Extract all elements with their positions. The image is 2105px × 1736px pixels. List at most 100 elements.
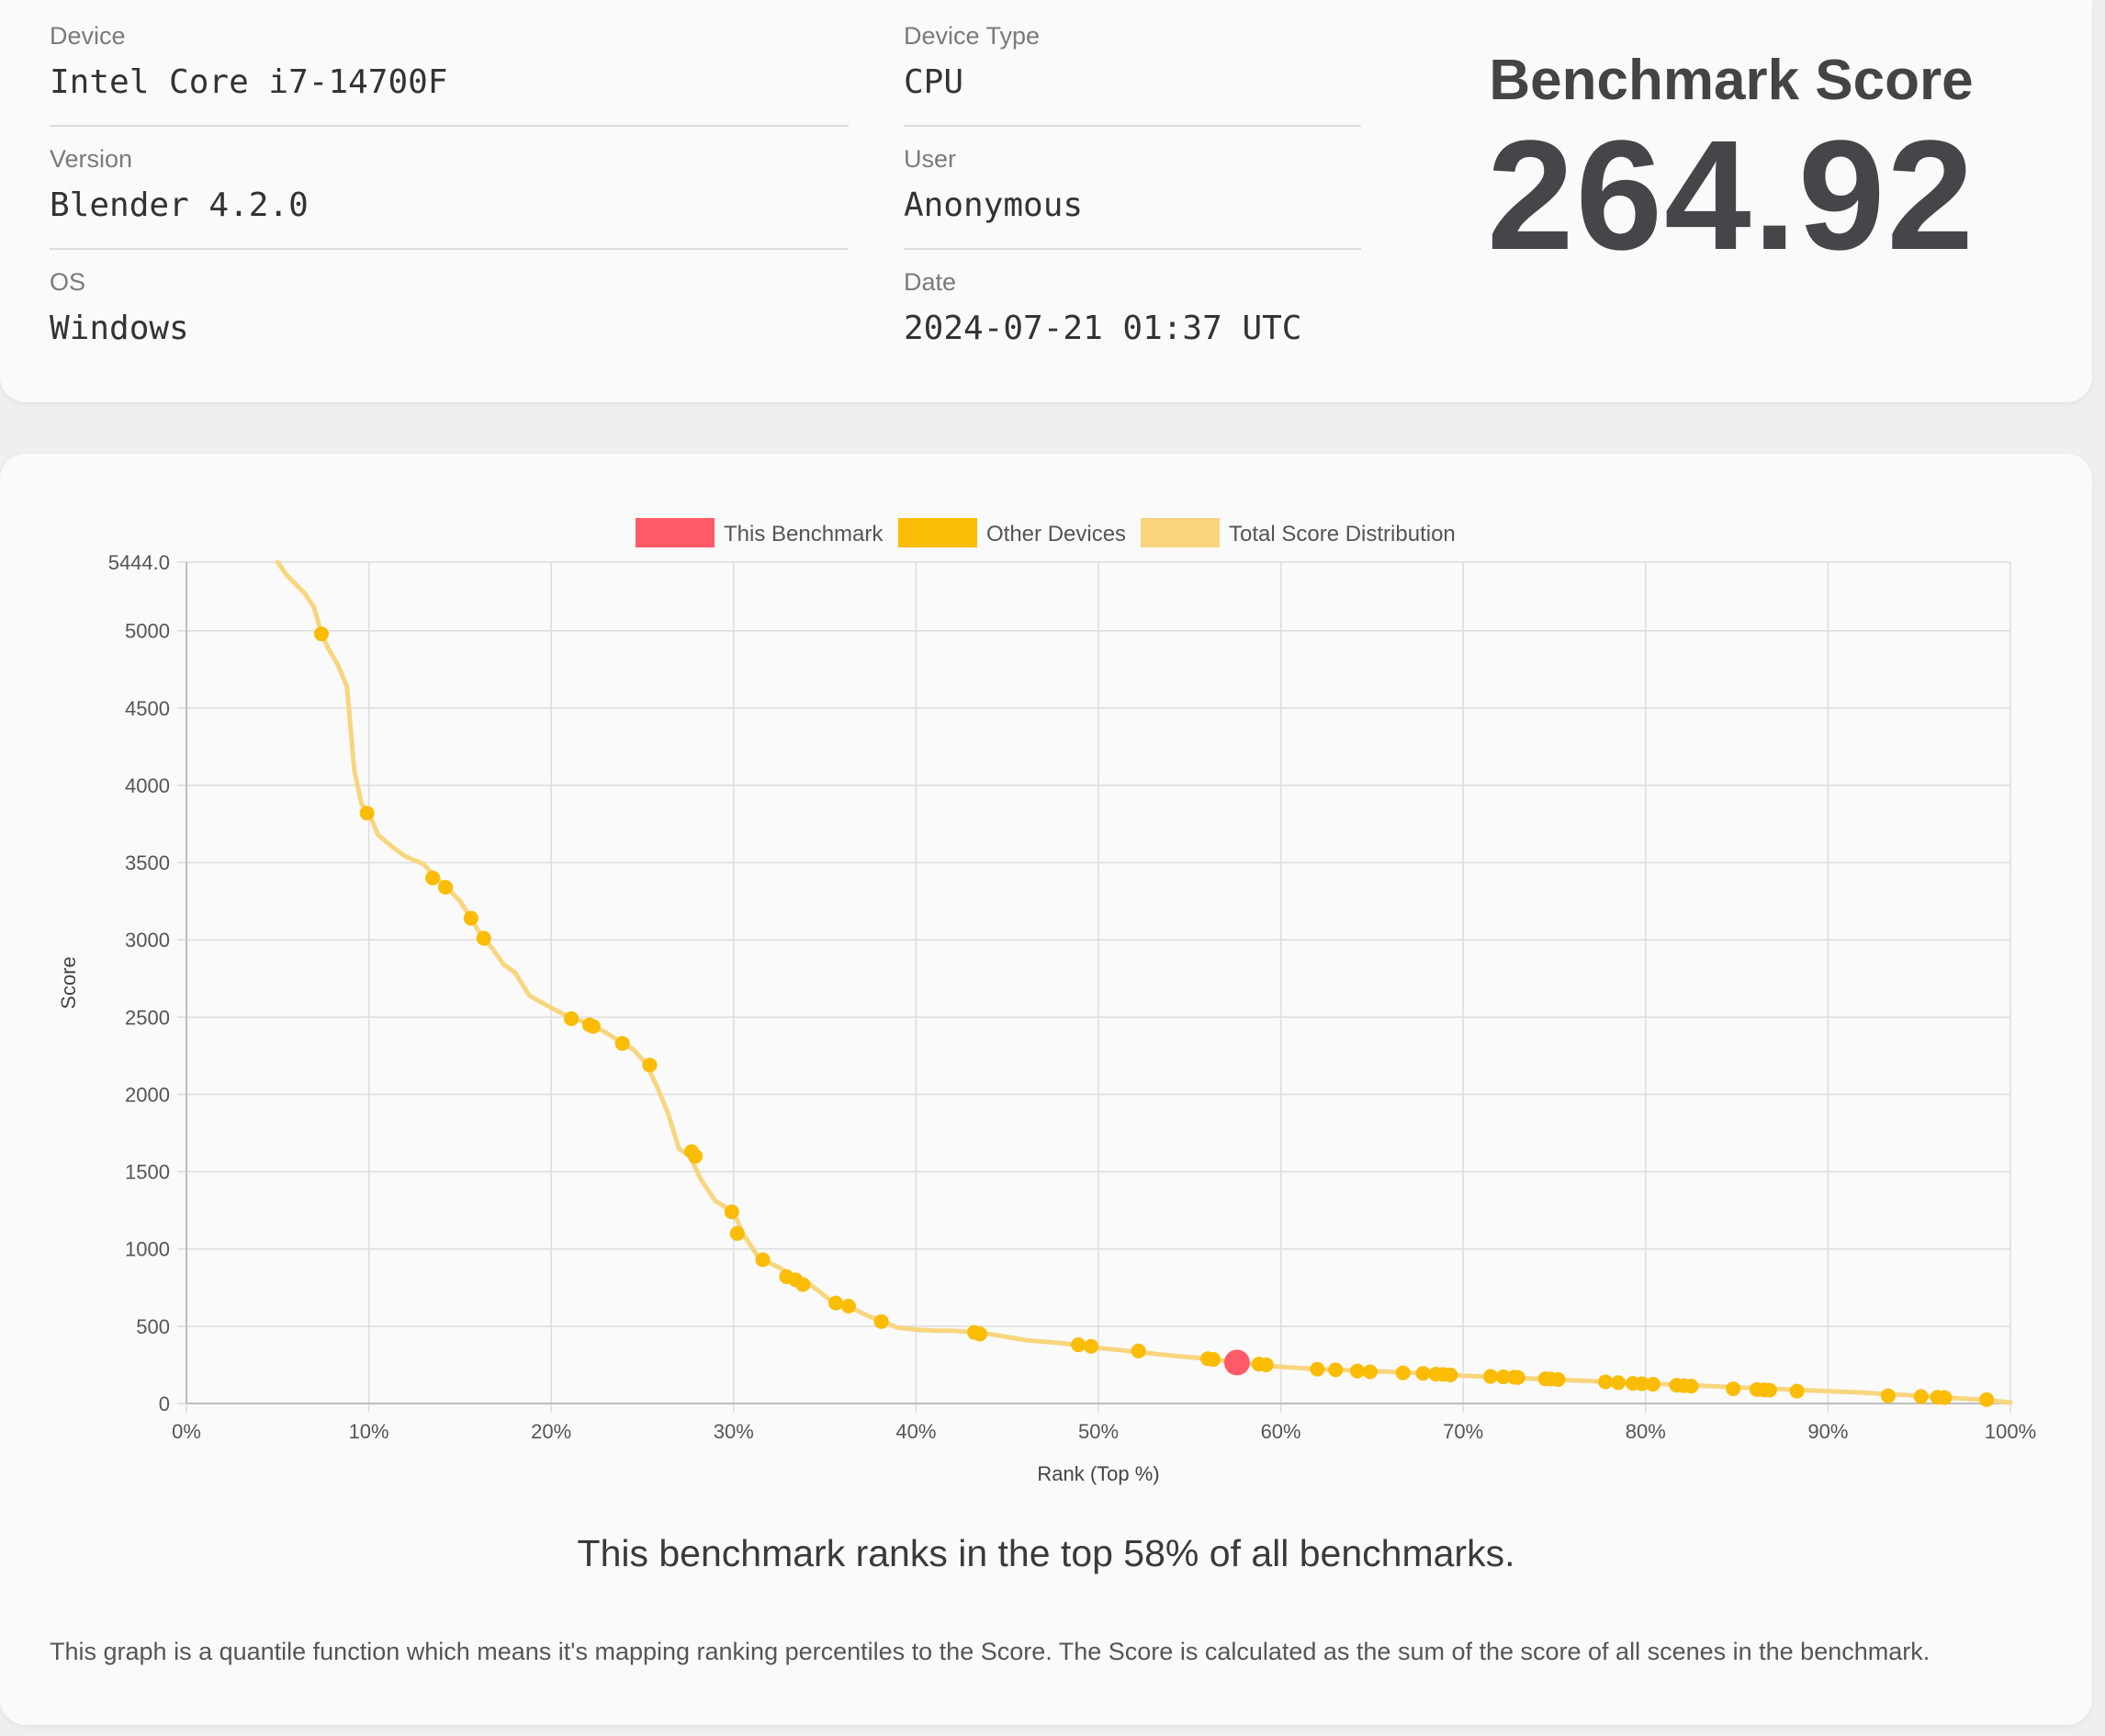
other-device-point [688,1148,704,1164]
other-device-point [1131,1343,1146,1358]
date-label: Date [904,268,957,296]
device-type-field: Device Type CPU [904,22,1040,101]
other-device-point [1880,1388,1896,1403]
user-field: User Anonymous [904,145,1083,224]
other-device-point [1258,1357,1274,1372]
distribution-line [275,559,2013,1405]
benchmark-score-value: 264.92 [1487,108,1976,283]
benchmark-score-title: Benchmark Score [1489,49,1974,112]
chart-axes: 0% 10% 20% 30% 40% 50% 60% 70% 80% 90% 100% 0 500 100… [57,551,2036,1485]
other-device-point [1789,1383,1805,1399]
legend-label: Total Score Distribution [1229,522,1456,547]
other-device-point [564,1011,580,1027]
legend-label: This Benchmark [724,522,884,547]
x-tick-label: 70% [1443,1420,1483,1443]
y-tick-label: 1000 [125,1238,170,1261]
divider [50,125,849,127]
other-device-point [1395,1365,1411,1381]
os-value: Windows [50,310,189,347]
other-device-point [1726,1381,1741,1397]
other-device-point [585,1019,601,1034]
date-value: 2024-07-21 01:37 UTC [904,310,1302,347]
other-device-point [642,1057,658,1073]
other-device-point [614,1035,630,1051]
date-field: Date 2024-07-21 01:37 UTC [904,268,1301,347]
device-type-value: CPU [904,63,964,101]
other-device-point [359,806,375,821]
x-tick-label: 30% [714,1420,754,1443]
y-tick-label: 0 [159,1392,170,1415]
other-device-point [1310,1361,1325,1377]
other-device-point [1762,1382,1777,1398]
y-tick-label: 3500 [125,851,170,874]
other-device-point [1415,1366,1431,1381]
x-tick-label: 50% [1078,1420,1119,1443]
x-tick-label: 100% [1985,1420,2036,1443]
device-info-card: Device Intel Core i7-14700F Version Blen… [0,0,2092,402]
other-device-point [755,1252,771,1268]
x-tick-label: 10% [349,1420,389,1443]
version-field: Version Blender 4.2.0 [50,145,309,224]
other-device-point [729,1225,745,1241]
x-tick-label: 80% [1626,1420,1666,1443]
user-value: Anonymous [904,186,1084,224]
other-device-point [972,1326,987,1342]
user-label: User [904,145,957,173]
legend-label: Other Devices [986,522,1126,547]
x-tick-label: 60% [1261,1420,1301,1443]
legend-swatch [898,518,977,547]
y-tick-label: 3000 [125,929,170,952]
other-device-point [476,930,491,946]
other-device-point [1611,1375,1627,1391]
other-device-point [1937,1390,1953,1405]
other-device-point [313,626,329,642]
os-label: OS [50,268,86,296]
other-device-point [1683,1379,1699,1394]
other-device-point [795,1277,811,1292]
device-label: Device [50,22,126,50]
other-device-point [840,1298,856,1313]
other-device-point [1206,1352,1221,1368]
device-field: Device Intel Core i7-14700F [50,22,447,101]
y-tick-label: 5000 [125,620,170,643]
y-tick-label: 4000 [125,774,170,797]
x-axis-title: Rank (Top %) [1037,1462,1159,1485]
other-device-point [873,1313,889,1329]
os-field: OS Windows [50,268,189,347]
y-tick-label: 4500 [125,697,170,720]
other-device-point [828,1295,844,1311]
other-device-point [1598,1374,1614,1390]
other-device-point [1913,1389,1929,1404]
y-tick-label: 1500 [125,1161,170,1184]
other-device-point [463,910,478,926]
rank-summary: This benchmark ranks in the top 58% of a… [577,1532,1515,1574]
other-device-point [1510,1370,1525,1385]
quantile-chart: This Benchmark Other Devices Total Score D… [57,518,2036,1485]
other-device-point [1084,1338,1099,1354]
other-device-point [1550,1371,1566,1387]
y-axis-title: Score [57,956,80,1009]
divider [50,248,849,250]
x-tick-label: 20% [531,1420,571,1443]
chart-description: This graph is a quantile function which … [50,1638,1931,1665]
other-device-point [1362,1364,1378,1380]
this-benchmark-point [1223,1349,1250,1376]
other-device-point [1645,1376,1660,1392]
other-device-point [1634,1376,1649,1392]
x-tick-label: 40% [895,1420,936,1443]
y-tick-label: 2500 [125,1006,170,1029]
score-distribution-card: This Benchmark Other Devices Total Score D… [0,454,2092,1725]
legend-swatch [636,518,715,547]
device-value: Intel Core i7-14700F [50,63,448,101]
other-device-point [1979,1392,1995,1407]
other-device-point [425,870,441,885]
divider [904,248,1361,250]
other-device-point [1495,1370,1511,1385]
chart-legend: This Benchmark Other Devices Total Score D… [636,518,1456,547]
x-tick-label: 0% [172,1420,201,1443]
version-value: Blender 4.2.0 [50,186,309,224]
other-device-point [724,1204,739,1220]
divider [904,125,1361,127]
device-type-label: Device Type [904,22,1041,50]
y-tick-label: 2000 [125,1083,170,1106]
